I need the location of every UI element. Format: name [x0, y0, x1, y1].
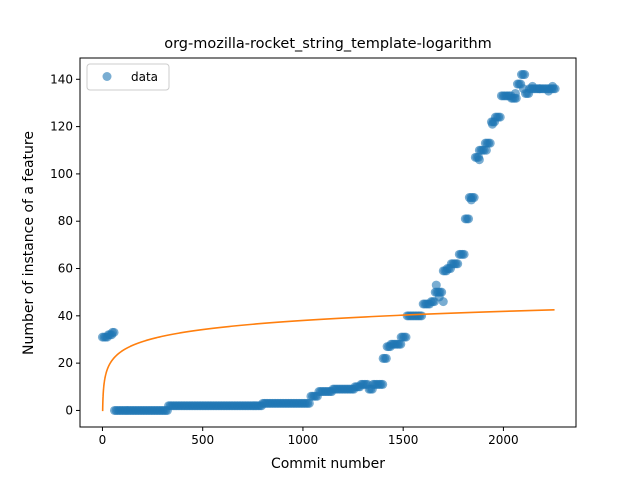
data-points: [97, 70, 560, 415]
y-tick-label: 100: [50, 167, 73, 181]
x-tick-label: 500: [191, 433, 214, 447]
data-point: [474, 155, 484, 165]
y-tick-label: 60: [58, 262, 73, 276]
data-point: [485, 138, 495, 148]
data-point: [304, 398, 314, 408]
y-tick-label: 120: [50, 120, 73, 134]
data-point: [487, 119, 497, 129]
data-point: [378, 379, 388, 389]
x-tick-label: 1000: [288, 433, 319, 447]
data-point: [535, 84, 545, 94]
fit-line: [101, 308, 555, 412]
y-tick-label: 140: [50, 72, 73, 86]
data-point: [495, 112, 505, 122]
data-point: [481, 145, 491, 155]
data-point: [548, 81, 558, 91]
legend-label-data: data: [131, 70, 158, 84]
data-point: [464, 214, 474, 224]
data-point: [466, 195, 476, 205]
x-tick-label: 2000: [488, 433, 519, 447]
data-point: [381, 353, 391, 363]
data-point: [417, 311, 427, 321]
x-tick-label: 0: [99, 433, 107, 447]
chart-title: org-mozilla-rocket_string_template-logar…: [164, 36, 492, 52]
data-point: [510, 88, 520, 98]
data-point: [453, 259, 463, 269]
data-point: [459, 249, 469, 259]
data-point: [431, 280, 441, 290]
axis-ticks: 0 500 1000 1500 2000 0 20 40 60 80 100 120 140: [50, 72, 519, 447]
legend: data: [86, 63, 170, 91]
y-tick-label: 0: [65, 403, 73, 417]
data-point: [518, 84, 528, 94]
x-axis-title: Commit number: [271, 456, 385, 472]
y-tick-label: 20: [58, 356, 73, 370]
y-axis-title: Number of instance of a feature: [21, 131, 37, 355]
data-point: [396, 339, 406, 349]
legend-marker-data: [102, 72, 112, 81]
axes-frame: [79, 57, 577, 428]
data-point: [401, 332, 411, 342]
data-point: [520, 70, 530, 80]
y-tick-label: 40: [58, 309, 73, 323]
data-point: [438, 297, 448, 307]
data-point: [527, 81, 537, 91]
x-tick-label: 1500: [388, 433, 419, 447]
plot-area: [97, 70, 560, 415]
legend-box: [86, 63, 170, 91]
y-tick-label: 80: [58, 214, 73, 228]
data-point: [109, 327, 119, 337]
